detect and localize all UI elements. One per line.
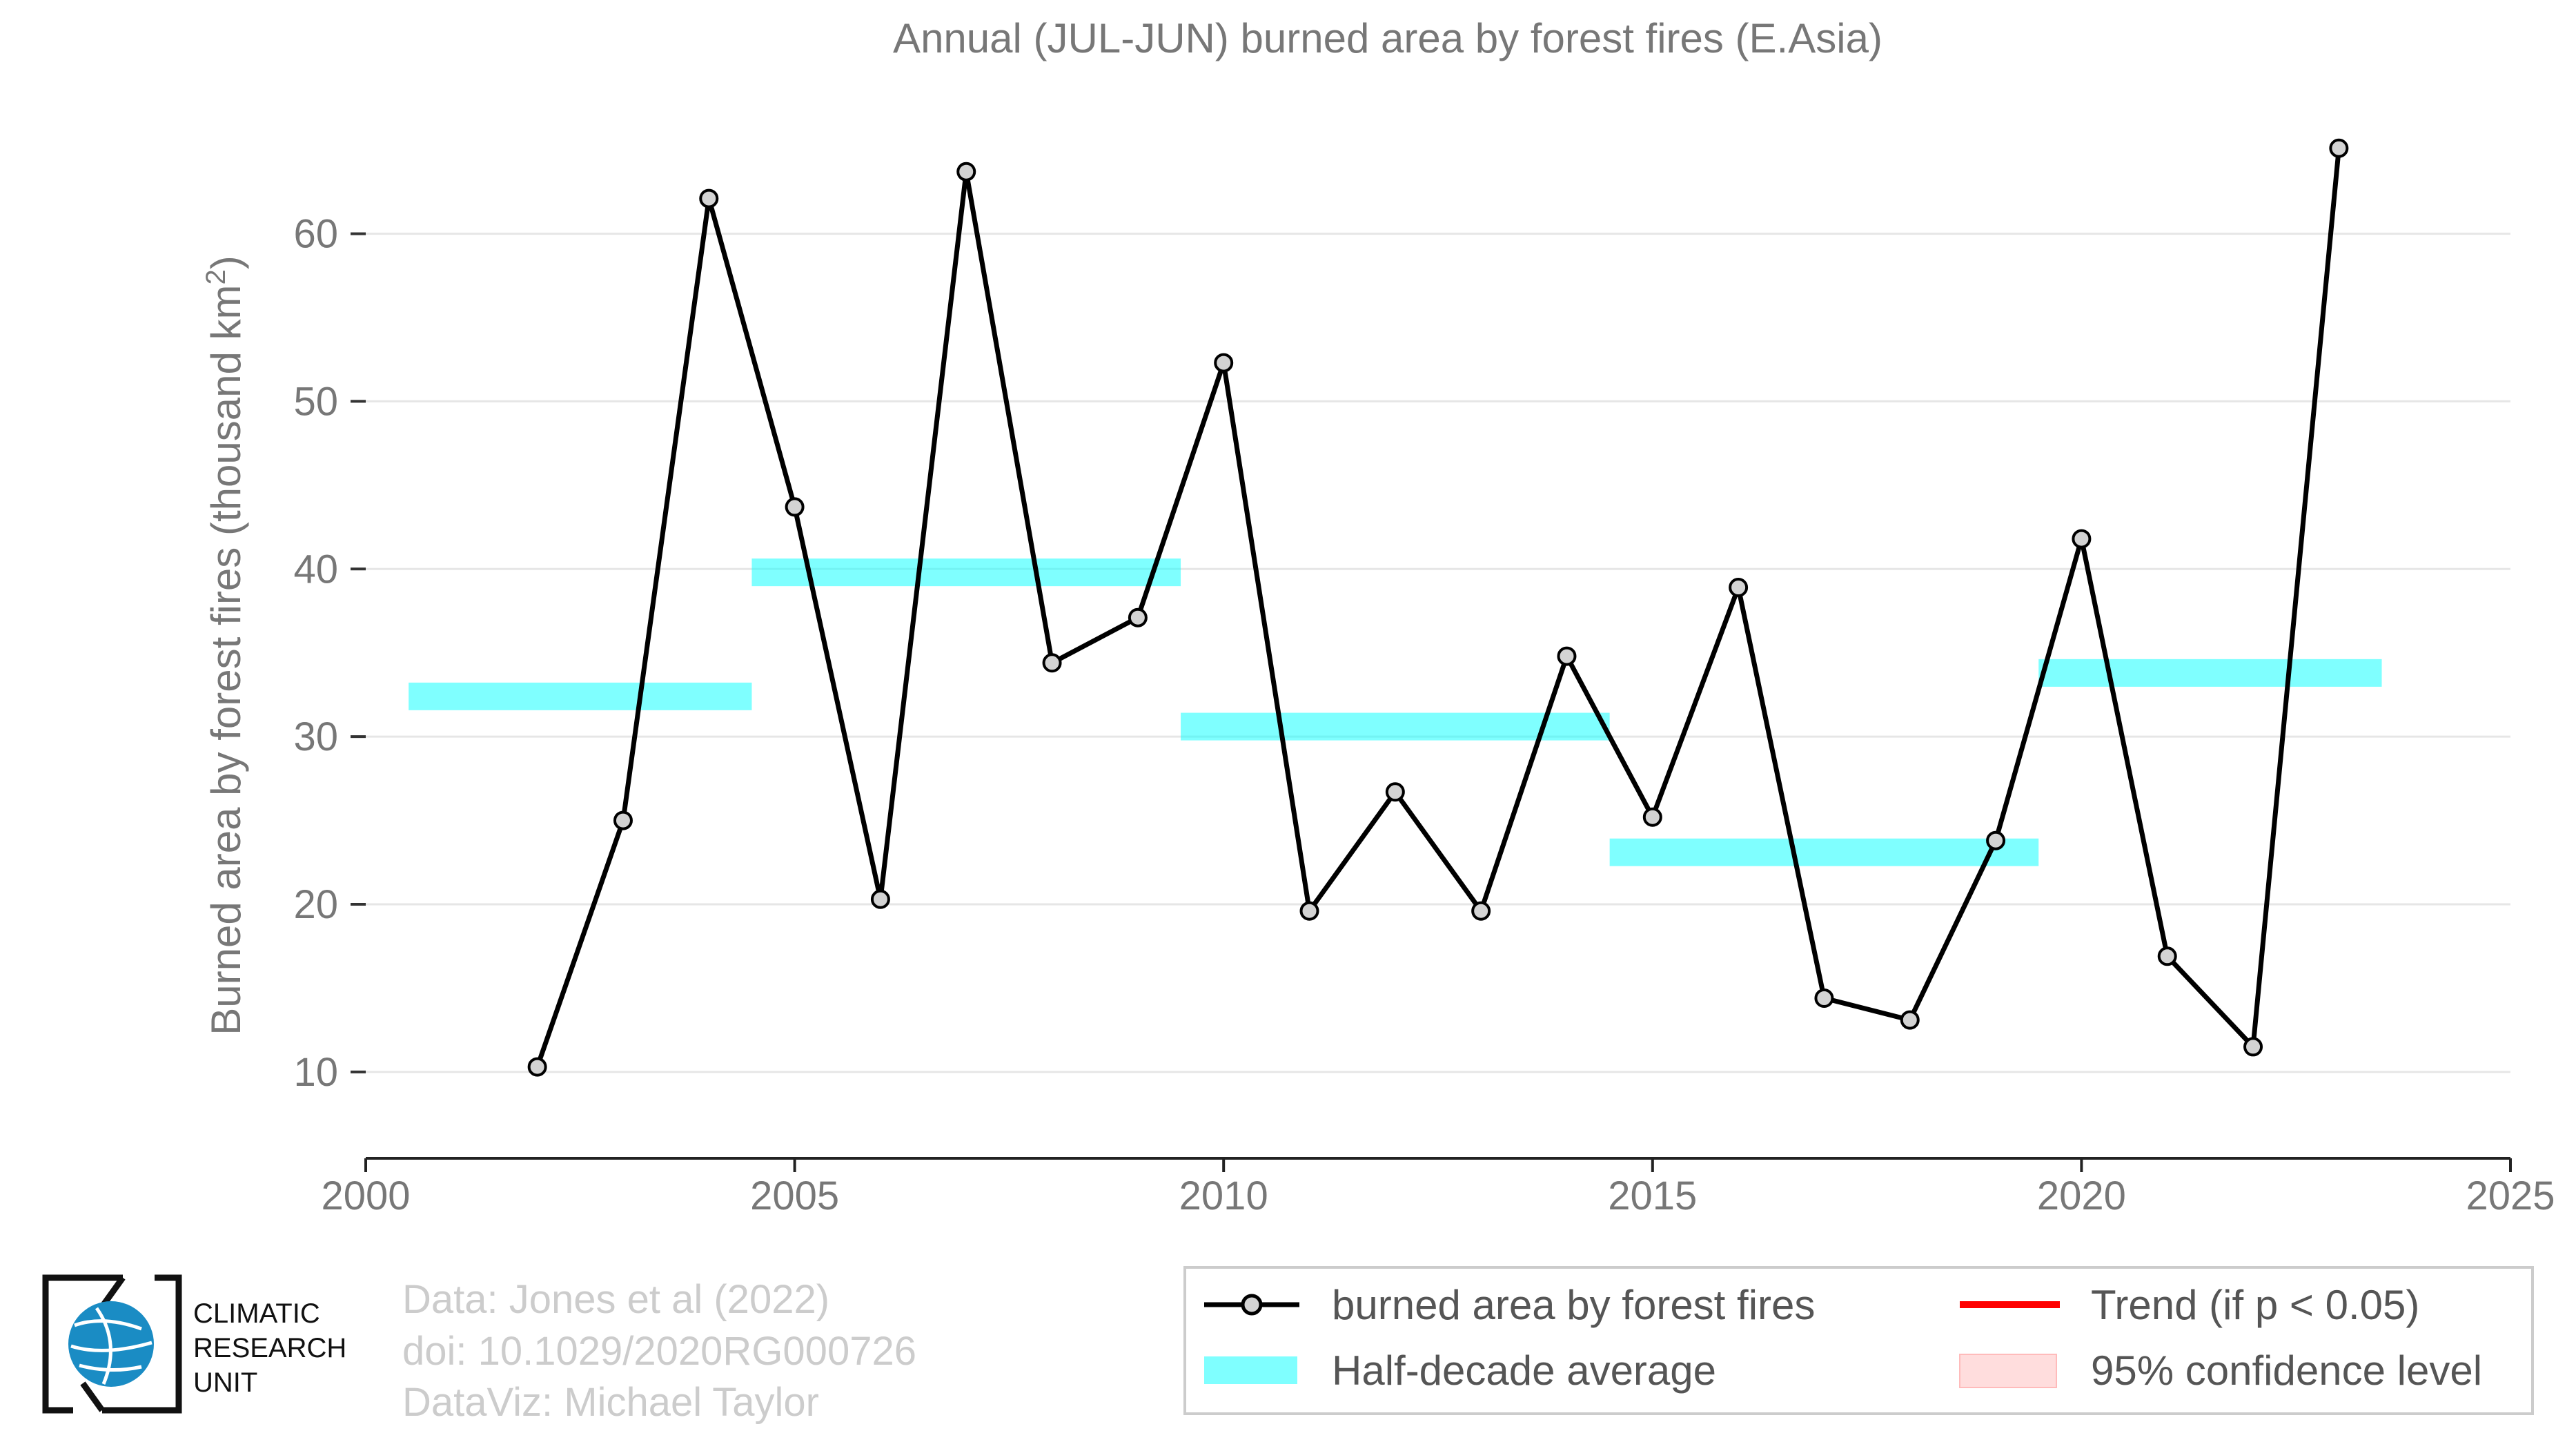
data-point-2019 xyxy=(1986,830,2006,850)
logo-line-1: CLIMATIC xyxy=(193,1298,320,1329)
legend-half-decade-swatch xyxy=(1204,1356,1297,1384)
logo-bracket-left-shape xyxy=(42,1274,123,1414)
legend-box xyxy=(1183,1266,2534,1415)
data-point-2008 xyxy=(1042,653,1062,673)
x-tick-label-2005: 2005 xyxy=(750,1174,839,1218)
x-tick-label-2015: 2015 xyxy=(1608,1174,1697,1218)
half-decade-band-0 xyxy=(409,682,752,710)
data-point-2021 xyxy=(2157,946,2177,966)
logo: CLIMATIC RESEARCH UNIT xyxy=(42,1274,346,1414)
data-point-2009 xyxy=(1128,607,1148,627)
data-point-2023 xyxy=(2329,138,2349,158)
x-tick-label-2000: 2000 xyxy=(321,1174,410,1218)
logo-bracket-right-shape xyxy=(102,1274,182,1414)
legend-confidence-swatch xyxy=(1959,1354,2057,1388)
logo-line-3: UNIT xyxy=(193,1367,257,1398)
credit-data: Data: Jones et al (2022) xyxy=(402,1277,829,1322)
legend-series-label: burned area by forest fires xyxy=(1332,1282,1815,1328)
data-point-2010 xyxy=(1214,353,1234,373)
half-decade-band-1 xyxy=(751,558,1181,587)
x-tick-label-2020: 2020 xyxy=(2037,1174,2126,1218)
chart-title: Annual (JUL-JUN) burned area by forest f… xyxy=(893,15,1882,61)
y-tick-label-10: 10 xyxy=(293,1050,338,1095)
half-decade-band-4 xyxy=(2038,659,2382,687)
logo-slash-left-shape xyxy=(101,1276,126,1307)
y-tick-label-60: 60 xyxy=(293,212,338,257)
data-point-2004 xyxy=(699,188,719,208)
data-point-2020 xyxy=(2072,529,2092,549)
credit-doi: doi: 10.1029/2020RG000726 xyxy=(402,1329,916,1374)
data-point-2003 xyxy=(613,810,633,830)
data-point-2016 xyxy=(1729,578,1749,597)
x-tick-label-2010: 2010 xyxy=(1179,1174,1268,1218)
logo-slash-right-shape xyxy=(80,1381,105,1412)
x-tick-label-2025: 2025 xyxy=(2466,1174,2555,1218)
data-point-2002 xyxy=(527,1057,547,1077)
legend-series-marker-icon xyxy=(1241,1294,1263,1316)
y-tick-label-30: 30 xyxy=(293,714,338,759)
half-decade-band-3 xyxy=(1609,838,2039,866)
data-point-2017 xyxy=(1814,989,1834,1008)
half-decade-average-bands xyxy=(409,558,2382,866)
data-point-2022 xyxy=(2243,1037,2263,1057)
series-points xyxy=(527,138,2349,1077)
y-tick-label-20: 20 xyxy=(293,882,338,927)
y-tick-label-40: 40 xyxy=(293,547,338,592)
y-tick-label-50: 50 xyxy=(293,379,338,424)
series-line xyxy=(535,148,2341,1068)
data-point-2018 xyxy=(1900,1010,1920,1030)
data-point-2012 xyxy=(1385,782,1405,802)
legend-trend-label: Trend (if p < 0.05) xyxy=(2091,1282,2419,1328)
credit-dataviz: DataViz: Michael Taylor xyxy=(402,1380,819,1425)
y-axis-ticks: 10 20 30 40 50 60 xyxy=(293,212,366,1095)
data-point-2007 xyxy=(956,162,976,182)
data-point-2015 xyxy=(1642,807,1662,827)
data-point-2005 xyxy=(785,497,805,517)
y-axis-label: Burned area by forest fires (thousand km… xyxy=(201,255,249,1035)
data-point-2013 xyxy=(1471,901,1491,921)
credits: Data: Jones et al (2022) doi: 10.1029/20… xyxy=(402,1277,916,1425)
x-axis-ticks: 2000 2005 2010 2015 2020 2025 xyxy=(321,1158,2555,1218)
legend-half-decade-label: Half-decade average xyxy=(1332,1347,1716,1394)
data-point-2014 xyxy=(1557,646,1577,666)
data-point-2006 xyxy=(870,889,890,909)
logo-line-2: RESEARCH xyxy=(193,1333,346,1363)
legend-confidence-label: 95% confidence level xyxy=(2091,1347,2482,1394)
legend: burned area by forest fires Trend (if p … xyxy=(1183,1266,2534,1415)
data-point-2011 xyxy=(1299,901,1319,921)
